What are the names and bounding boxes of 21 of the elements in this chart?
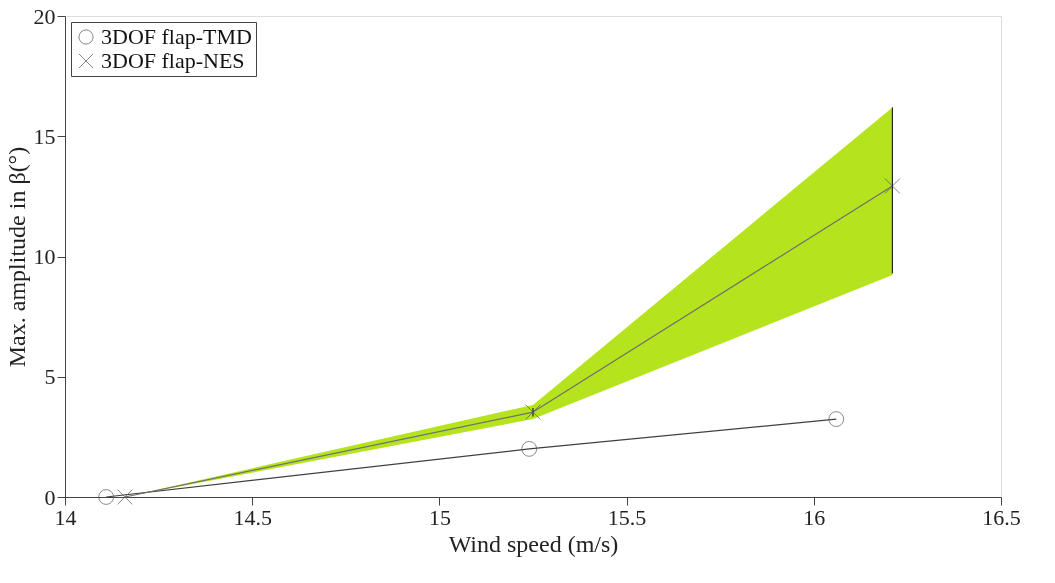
y-tick-label: 5 (44, 364, 56, 390)
x-tick-label: 16.5 (982, 504, 1021, 530)
point (828, 411, 845, 427)
point (98, 489, 115, 505)
point (521, 441, 538, 457)
point (116, 489, 133, 505)
y-tick-label: 0 (44, 484, 56, 510)
legend-label: 3DOF flap-TMD (101, 24, 252, 49)
x-axis-title: Wind speed (m/s) (448, 530, 619, 557)
y-tick-label: 20 (33, 3, 56, 29)
point (884, 178, 901, 194)
y-tick-label: 15 (33, 123, 56, 149)
y-axis-title: Max. amplitude in β(°) (3, 146, 30, 368)
x-tick-label: 16 (803, 504, 826, 530)
x-tick-label: 14 (54, 504, 77, 530)
x-tick-label: 15 (428, 504, 451, 530)
x-tick-label: 15.5 (607, 504, 647, 530)
legend-label: 3DOF flap-NES (101, 48, 245, 73)
point (525, 404, 541, 421)
x-tick-label: 14.5 (233, 504, 272, 530)
y-tick-label: 10 (33, 244, 56, 269)
